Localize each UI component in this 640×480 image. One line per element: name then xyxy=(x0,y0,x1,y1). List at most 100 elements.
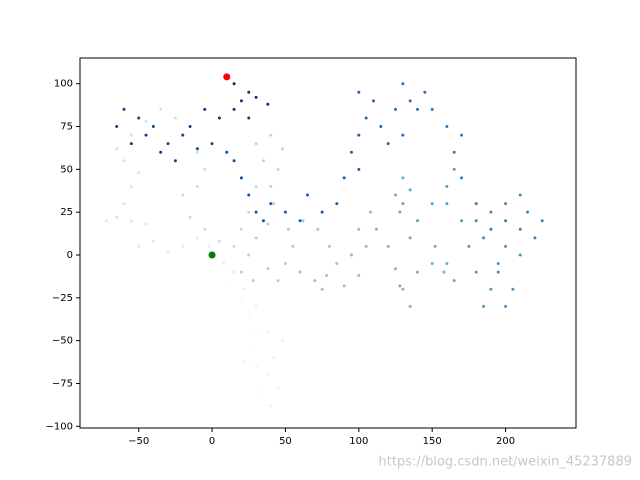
point xyxy=(474,270,478,274)
point xyxy=(401,202,405,206)
point xyxy=(173,116,177,120)
point xyxy=(137,244,141,248)
point xyxy=(272,356,276,360)
point xyxy=(222,262,226,266)
point xyxy=(122,107,126,111)
point xyxy=(460,176,464,180)
watermark: https://blog.csdn.net/weixin_45237889 xyxy=(378,455,632,470)
point xyxy=(369,210,373,214)
point xyxy=(386,244,390,248)
point xyxy=(518,193,522,197)
point xyxy=(115,147,119,151)
point xyxy=(254,236,258,240)
point xyxy=(181,244,185,248)
x-tick-label: 50 xyxy=(279,436,292,447)
point xyxy=(286,227,290,231)
point xyxy=(269,202,273,206)
point xyxy=(518,227,522,231)
point xyxy=(349,253,353,257)
point xyxy=(416,219,420,223)
point xyxy=(242,359,246,363)
point xyxy=(239,270,243,274)
point xyxy=(442,270,446,274)
y-tick-label: 100 xyxy=(54,79,73,90)
point xyxy=(335,262,339,266)
point xyxy=(254,330,258,334)
point xyxy=(291,244,295,248)
y-tick-label: −75 xyxy=(52,378,73,389)
point xyxy=(452,279,456,283)
point xyxy=(342,176,346,180)
point xyxy=(217,239,221,243)
point xyxy=(504,304,508,308)
point xyxy=(445,184,449,188)
point xyxy=(203,107,207,111)
point xyxy=(408,304,412,308)
point xyxy=(129,184,133,188)
point xyxy=(526,210,530,214)
point xyxy=(398,210,402,214)
point xyxy=(357,90,361,94)
point xyxy=(504,219,508,223)
point xyxy=(496,270,500,274)
point xyxy=(430,262,434,266)
axes-frame xyxy=(79,57,577,429)
y-tick-label: 0 xyxy=(67,250,73,261)
point xyxy=(137,171,141,175)
point xyxy=(247,116,251,120)
point xyxy=(281,147,285,151)
point xyxy=(122,202,126,206)
x-tick-label: 100 xyxy=(349,436,368,447)
point xyxy=(144,133,148,137)
marker xyxy=(208,251,216,259)
y-tick-label: −100 xyxy=(46,421,73,432)
point xyxy=(298,270,302,274)
point xyxy=(254,364,258,368)
point xyxy=(159,150,163,154)
x-tick-label: −50 xyxy=(128,436,149,447)
point xyxy=(379,125,383,129)
point xyxy=(298,219,302,223)
point xyxy=(210,142,214,146)
point xyxy=(394,193,398,197)
point xyxy=(239,99,243,103)
point xyxy=(460,219,464,223)
point xyxy=(151,125,155,129)
point xyxy=(511,287,515,291)
point xyxy=(239,227,243,231)
point xyxy=(195,184,199,188)
point xyxy=(247,90,251,94)
point xyxy=(129,133,133,137)
point xyxy=(445,202,449,206)
point xyxy=(266,267,270,271)
point xyxy=(386,142,390,146)
point xyxy=(482,236,486,240)
point xyxy=(144,222,148,226)
point xyxy=(394,107,398,111)
point xyxy=(247,313,251,317)
point xyxy=(266,102,270,106)
point xyxy=(166,142,170,146)
point xyxy=(357,227,361,231)
point xyxy=(325,274,329,278)
point xyxy=(316,227,320,231)
point xyxy=(207,244,211,248)
point xyxy=(301,219,305,223)
point xyxy=(173,159,177,163)
point xyxy=(394,267,398,271)
point xyxy=(232,270,236,274)
point xyxy=(188,125,192,129)
point xyxy=(283,210,287,214)
point xyxy=(254,304,258,308)
point xyxy=(225,150,229,154)
y-tick-label: 50 xyxy=(60,164,73,175)
y-tick-label: −50 xyxy=(52,336,73,347)
point xyxy=(540,219,544,223)
point xyxy=(504,202,508,206)
y-tick-label: 75 xyxy=(60,122,73,133)
point xyxy=(452,150,456,154)
point xyxy=(467,244,471,248)
point xyxy=(433,244,437,248)
point xyxy=(408,99,412,103)
